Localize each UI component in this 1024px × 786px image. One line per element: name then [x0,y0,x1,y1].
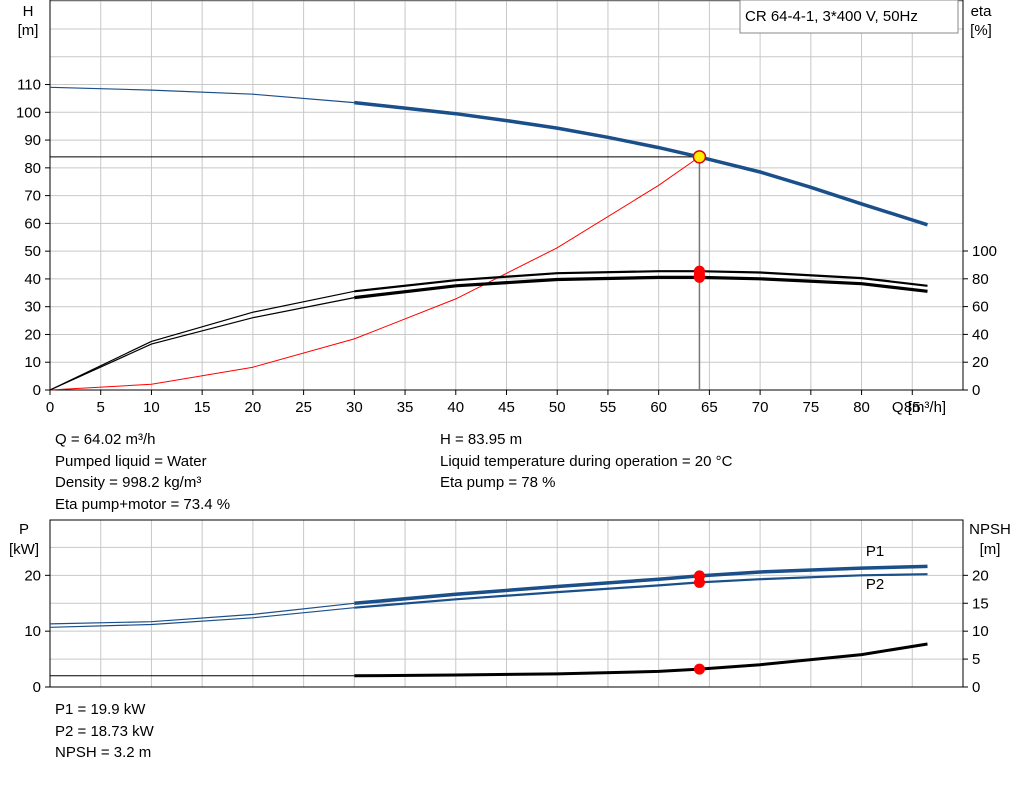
y-tick-label-left: 60 [24,215,41,232]
y-tick-label-right: 15 [972,595,989,612]
head-operating-marker [692,150,707,164]
y-tick-label-right: 0 [972,679,980,696]
y-axis-label-right: eta [971,3,993,20]
x-tick-label: 0 [46,399,54,416]
result-density: Density = 998.2 kg/m³ [55,474,202,491]
x-tick-label: 70 [752,399,769,416]
y-axis-label-right-unit: [m] [980,541,1001,558]
y-tick-label-right: 10 [972,623,989,640]
y-tick-label-left: 70 [24,188,41,205]
x-tick-label: 85 [904,399,921,416]
y-axis-label-right-unit: [%] [970,22,992,39]
x-tick-label: 75 [802,399,819,416]
results-top-right: H = 83.95 m Liquid temperature during op… [440,429,732,494]
y-tick-label-right: 100 [972,243,997,260]
npsh-operating-marker [693,663,705,675]
y-tick-label-left: 40 [24,271,41,288]
x-tick-label: 80 [853,399,870,416]
y-tick-label-left: 10 [24,354,41,371]
x-tick-label: 20 [245,399,262,416]
y-tick-label-left: 30 [24,299,41,316]
y-tick-label-left: 50 [24,243,41,260]
y-tick-label-right: 20 [972,354,989,371]
y-tick-label-left: 0 [33,382,41,399]
y-tick-label-left: 90 [24,132,41,149]
y-tick-label-right: 0 [972,382,980,399]
x-tick-label: 60 [650,399,667,416]
x-tick-label: 65 [701,399,718,416]
result-head: H = 83.95 m [440,431,523,448]
eta-pump-motor-curve-thin [49,297,355,391]
result-liquid-temperature: Liquid temperature during operation = 20… [440,452,733,470]
chart-title: CR 64-4-1, 3*400 V, 50Hz [745,8,918,25]
result-p2: P2 = 18.73 kW [55,722,154,740]
x-axis-label: Q [m³/h] [892,399,946,416]
y-axis-label-left-unit: [m] [18,22,39,39]
series-label-p1: P1 [866,543,884,560]
y-tick-label-left: 80 [24,160,41,177]
result-p1: P1 = 19.9 kW [55,701,146,718]
eta-pump-motor-curve-thick [354,275,928,300]
result-pumped-liquid: Pumped liquid = Water [55,452,207,470]
x-tick-label: 45 [498,399,515,416]
x-tick-label: 15 [194,399,211,416]
series-label-p2: P2 [866,576,884,593]
y-tick-label-right: 60 [972,299,989,316]
y-tick-label-left: 10 [24,623,41,640]
x-tick-label: 5 [97,399,105,416]
eta-operating-marker [693,268,705,280]
x-tick-label: 40 [447,399,464,416]
result-eta-pump: Eta pump = 78 % [440,474,556,491]
y-axis-label-left-unit: [kW] [9,541,39,558]
eta-pump-curve-thick [354,270,928,293]
x-tick-label: 10 [143,399,160,416]
p1-curve-thin [49,602,355,625]
p2-operating-marker [693,576,705,588]
y-axis-label-left: H [23,3,34,20]
x-tick-label: 35 [397,399,414,416]
result-eta-pump-motor: Eta pump+motor = 73.4 % [55,495,231,513]
y-tick-label-left: 100 [16,104,41,121]
npsh-curve-thick [354,642,928,678]
y-axis-label-right: NPSH [969,521,1011,538]
y-tick-label-right: 40 [972,326,989,343]
x-tick-label: 50 [549,399,566,416]
x-tick-label: 25 [295,399,312,416]
y-tick-label-left: 20 [24,567,41,584]
results-bottom: P1 = 19.9 kW P2 = 18.73 kW NPSH = 3.2 m [55,699,154,764]
system-curve-line [49,156,700,391]
p1-curve-thick [354,564,928,606]
p2-curve-thin [49,607,355,628]
y-axis-label-left: P [19,521,29,538]
head-curve-thin [49,86,355,104]
results-top-left: Q = 64.02 m³/h Pumped liquid = Water Den… [55,429,230,515]
x-tick-label: 55 [600,399,617,416]
result-flow: Q = 64.02 m³/h [55,431,156,448]
y-tick-label-left: 110 [17,77,41,94]
head-curve-thick [354,100,929,227]
bottom-plot-area [45,519,968,688]
p2-curve-thick [354,573,928,609]
y-tick-label-left: 20 [24,326,41,343]
y-tick-label-left: 0 [33,679,41,696]
result-npsh: NPSH = 3.2 m [55,744,152,761]
y-tick-label-right: 20 [972,567,989,584]
y-tick-label-right: 80 [972,271,989,288]
eta-pump-curve-thin [49,290,355,391]
x-tick-label: 30 [346,399,363,416]
title-box [739,0,959,34]
y-tick-label-right: 5 [972,651,980,668]
top-plot-area [45,0,968,395]
